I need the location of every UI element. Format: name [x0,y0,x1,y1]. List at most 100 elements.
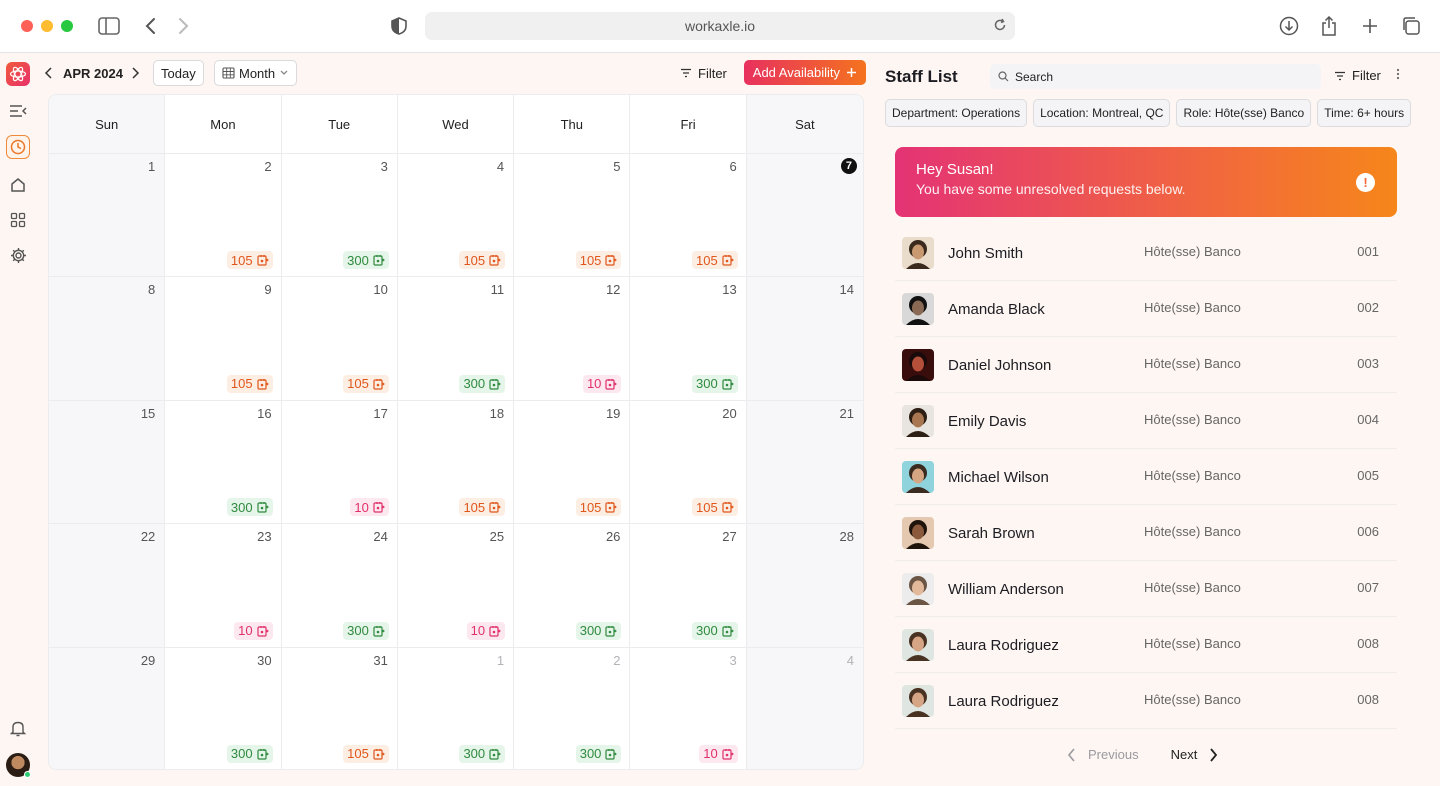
calendar-day-cell[interactable]: 19 105 [514,400,631,525]
notifications-bell-icon[interactable] [6,716,30,740]
staff-row[interactable]: Sarah Brown Hôte(sse) Banco 006 [895,505,1397,561]
calendar-day-cell[interactable]: 22 [49,524,166,648]
availability-badge[interactable]: 300 [575,621,622,640]
availability-badge[interactable]: 300 [343,251,389,270]
calendar-day-cell[interactable]: 10 105 [281,277,398,401]
calendar-day-cell[interactable]: 3 10 [630,647,747,769]
calendar-day-cell[interactable]: 4 [746,647,863,769]
staff-row[interactable]: Laura Rodriguez Hôte(sse) Banco 008 [895,673,1397,729]
calendar-day-cell[interactable]: 15 [49,400,166,525]
availability-badge[interactable]: 300 [226,744,273,763]
more-options-icon[interactable] [1395,67,1401,86]
apps-grid-icon[interactable] [6,208,30,232]
calendar-day-cell[interactable]: 5 105 [514,154,631,278]
availability-badge[interactable]: 300 [575,744,622,763]
prev-month-button[interactable] [44,60,54,86]
staff-row[interactable]: Michael Wilson Hôte(sse) Banco 005 [895,449,1397,505]
calendar-day-cell[interactable]: 16 300 [165,400,282,525]
calendar-day-cell[interactable]: 1 [49,154,166,278]
calendar-filter-button[interactable]: Filter [680,60,727,86]
download-icon[interactable] [1277,14,1301,38]
address-bar[interactable]: workaxle.io [425,12,1015,40]
calendar-day-cell[interactable]: 2 105 [165,154,282,278]
calendar-day-cell[interactable]: 28 [746,524,863,648]
availability-badge[interactable]: 105 [575,251,622,270]
home-icon[interactable] [6,173,30,197]
calendar-day-cell[interactable]: 7 [746,154,863,278]
next-month-button[interactable] [130,60,140,86]
availability-badge[interactable]: 300 [692,374,738,393]
availability-badge[interactable]: 105 [343,374,389,393]
availability-badge[interactable]: 105 [575,498,622,517]
maximize-window-button[interactable] [61,20,73,32]
availability-badge[interactable]: 300 [459,744,506,763]
staff-filter-button[interactable]: Filter [1334,68,1381,83]
calendar-day-cell[interactable]: 26 300 [514,524,631,648]
calendar-day-cell[interactable]: 9 105 [165,277,282,401]
calendar-day-cell[interactable]: 4 105 [397,154,515,278]
staff-row[interactable]: Emily Davis Hôte(sse) Banco 004 [895,393,1397,449]
calendar-day-cell[interactable]: 25 10 [397,524,515,648]
today-button[interactable]: Today [153,60,204,86]
calendar-day-cell[interactable]: 27 300 [630,524,747,648]
user-avatar[interactable] [6,753,31,778]
calendar-day-cell[interactable]: 2 300 [514,647,631,769]
staff-row[interactable]: Daniel Johnson Hôte(sse) Banco 003 [895,337,1397,393]
calendar-day-cell[interactable]: 14 [746,277,863,401]
staff-row[interactable]: Amanda Black Hôte(sse) Banco 002 [895,281,1397,337]
availability-badge[interactable]: 10 [582,374,622,393]
availability-badge[interactable]: 105 [692,251,738,270]
calendar-day-cell[interactable]: 6 105 [630,154,747,278]
filter-chip[interactable]: Location: Montreal, QC [1033,99,1171,127]
calendar-day-cell[interactable]: 23 10 [165,524,282,648]
availability-badge[interactable]: 10 [350,498,389,517]
calendar-day-cell[interactable]: 31 105 [282,647,398,769]
filter-chip[interactable]: Time: 6+ hours [1317,99,1412,127]
calendar-day-cell[interactable]: 30 300 [165,647,282,769]
calendar-day-cell[interactable]: 24 300 [281,524,398,648]
tab-overview-icon[interactable] [1399,14,1423,38]
availability-badge[interactable]: 105 [459,251,506,270]
staff-row[interactable]: William Anderson Hôte(sse) Banco 007 [895,561,1397,617]
privacy-shield-icon[interactable] [387,14,411,38]
collapse-menu-icon[interactable] [6,99,30,123]
calendar-day-cell[interactable]: 3 300 [281,154,398,278]
forward-icon[interactable] [171,14,195,38]
calendar-day-cell[interactable]: 17 10 [281,400,398,525]
search-input[interactable] [1015,69,1305,84]
calendar-day-cell[interactable]: 12 10 [514,277,631,401]
calendar-day-cell[interactable]: 1 300 [398,647,515,769]
reload-icon[interactable] [993,18,1007,35]
settings-gear-icon[interactable] [6,243,30,267]
minimize-window-button[interactable] [41,20,53,32]
calendar-day-cell[interactable]: 18 105 [397,400,515,525]
warning-icon[interactable]: ! [1356,173,1375,192]
availability-badge[interactable]: 105 [226,374,273,393]
availability-badge[interactable]: 105 [343,744,389,763]
calendar-day-cell[interactable]: 29 [49,647,166,769]
share-icon[interactable] [1317,14,1341,38]
availability-badge[interactable]: 300 [692,621,738,640]
availability-badge[interactable]: 10 [234,621,273,640]
availability-badge[interactable]: 300 [459,374,506,393]
availability-badge[interactable]: 300 [226,498,273,517]
calendar-day-cell[interactable]: 11 300 [397,277,515,401]
filter-chip[interactable]: Department: Operations [885,99,1028,127]
view-select[interactable]: Month [214,60,298,86]
calendar-day-cell[interactable]: 20 105 [630,400,747,525]
close-window-button[interactable] [21,20,33,32]
add-availability-button[interactable]: Add Availability [743,60,866,85]
workaxle-logo[interactable] [6,62,30,86]
staff-row[interactable]: Laura Rodriguez Hôte(sse) Banco 008 [895,617,1397,673]
calendar-day-cell[interactable]: 8 [49,277,166,401]
filter-chip[interactable]: Role: Hôte(sse) Banco [1176,99,1312,127]
unresolved-requests-alert[interactable]: Hey Susan! You have some unresolved requ… [895,147,1397,217]
availability-badge[interactable]: 105 [692,498,738,517]
previous-page-button[interactable]: Previous [1067,747,1139,762]
calendar-day-cell[interactable]: 21 [746,400,863,525]
next-page-button[interactable]: Next [1171,747,1219,762]
clock-icon[interactable] [6,135,30,159]
availability-badge[interactable]: 10 [699,744,738,763]
availability-badge[interactable]: 105 [459,498,506,517]
availability-badge[interactable]: 10 [466,621,506,640]
